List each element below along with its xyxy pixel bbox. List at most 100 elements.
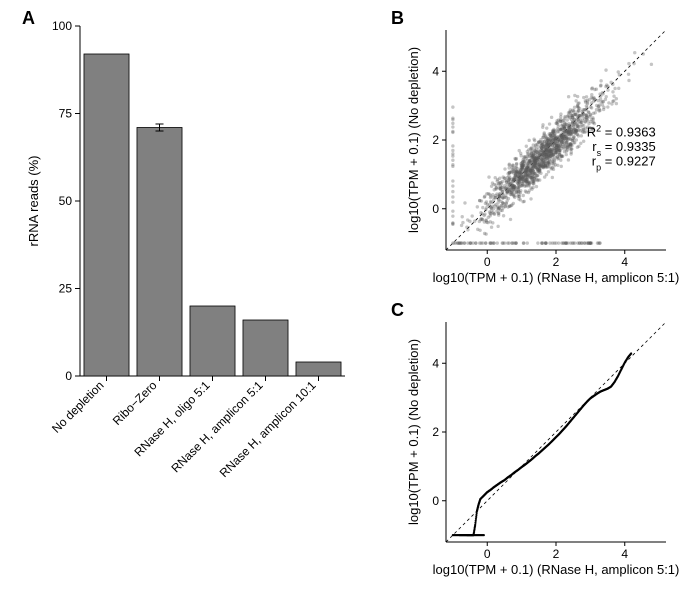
x-tick-label: 4 [621, 547, 628, 561]
scatter-point [550, 167, 553, 170]
scatter-point [584, 120, 587, 123]
scatter-point [501, 196, 504, 199]
scatter-point [547, 149, 550, 152]
scatter-point [589, 113, 592, 116]
scatter-point [589, 105, 592, 108]
scatter-point [511, 241, 514, 244]
scatter-point [521, 182, 524, 185]
scatter-point [504, 205, 507, 208]
scatter-point [538, 164, 541, 167]
scatter-point [583, 108, 586, 111]
scatter-point [549, 134, 552, 137]
scatter-point [557, 147, 560, 150]
scatter-point [478, 199, 481, 202]
scatter-point [563, 116, 566, 119]
scatter-point [576, 102, 579, 105]
scatter-point [541, 126, 544, 129]
y-tick-label: 2 [432, 425, 439, 439]
scatter-point [572, 109, 575, 112]
scatter-point [481, 206, 484, 209]
scatter-point [494, 187, 497, 190]
scatter-point [501, 193, 504, 196]
scatter-point [451, 241, 454, 244]
scatter-point [618, 73, 621, 76]
scatter-point [496, 241, 499, 244]
scatter-point [481, 218, 484, 221]
scatter-point [591, 86, 594, 89]
scatter-point [515, 162, 518, 165]
scatter-point [531, 153, 534, 156]
scatter-point [517, 180, 520, 183]
scatter-point [568, 111, 571, 114]
scatter-point [451, 125, 454, 128]
panel-b: B024024log10(TPM + 0.1) (RNase H, amplic… [391, 8, 679, 285]
scatter-point [570, 147, 573, 150]
scatter-point [473, 220, 476, 223]
scatter-point [465, 225, 468, 228]
qq-point [630, 352, 632, 354]
scatter-point [543, 146, 546, 149]
scatter-point [578, 107, 581, 110]
scatter-point [451, 195, 454, 198]
scatter-point [563, 130, 566, 133]
scatter-point [508, 163, 511, 166]
scatter-point [627, 62, 630, 65]
scatter-point [587, 241, 590, 244]
scatter-point [557, 153, 560, 156]
scatter-point [553, 161, 556, 164]
scatter-point [541, 241, 544, 244]
scatter-point [497, 213, 500, 216]
y-axis-label: log10(TPM + 0.1) (No depletion) [406, 339, 421, 525]
x-tick-label: 0 [484, 547, 491, 561]
scatter-point [491, 221, 494, 224]
scatter-point [451, 131, 454, 134]
scatter-point [556, 127, 559, 130]
scatter-point [451, 190, 454, 193]
scatter-point [460, 224, 463, 227]
scatter-point [527, 182, 530, 185]
scatter-point [492, 212, 495, 215]
scatter-point [513, 166, 516, 169]
scatter-point [463, 201, 466, 204]
scatter-point [606, 84, 609, 87]
scatter-point [536, 156, 539, 159]
scatter-point [572, 138, 575, 141]
scatter-point [451, 116, 454, 119]
x-tick-label: No depletion [49, 378, 107, 436]
scatter-point [451, 165, 454, 168]
scatter-point [509, 170, 512, 173]
scatter-point [526, 166, 529, 169]
y-tick-label: 4 [432, 356, 439, 370]
scatter-point [538, 152, 541, 155]
scatter-point [504, 179, 507, 182]
scatter-point [601, 92, 604, 95]
scatter-point [592, 99, 595, 102]
scatter-point [489, 205, 492, 208]
scatter-point [566, 133, 569, 136]
scatter-point [501, 201, 504, 204]
scatter-point [488, 210, 491, 213]
scatter-point [512, 178, 515, 181]
scatter-point [585, 104, 588, 107]
scatter-point [597, 109, 600, 112]
scatter-point [463, 241, 466, 244]
scatter-point [451, 149, 454, 152]
y-tick-label: 2 [432, 133, 439, 147]
scatter-point [546, 144, 549, 147]
scatter-point [564, 122, 567, 125]
scatter-point [484, 241, 487, 244]
scatter-point [560, 165, 563, 168]
scatter-point [604, 68, 607, 71]
scatter-point [451, 122, 454, 125]
scatter-point [503, 184, 506, 187]
scatter-point [490, 226, 493, 229]
scatter-point [543, 175, 546, 178]
y-axis-label: log10(TPM + 0.1) (No depletion) [406, 47, 421, 233]
scatter-point [569, 152, 572, 155]
scatter-point [571, 241, 574, 244]
y-axis-label: rRNA reads (%) [26, 155, 41, 246]
scatter-point [476, 228, 479, 231]
scatter-point [547, 170, 550, 173]
scatter-point [492, 183, 495, 186]
scatter-point [559, 159, 562, 162]
